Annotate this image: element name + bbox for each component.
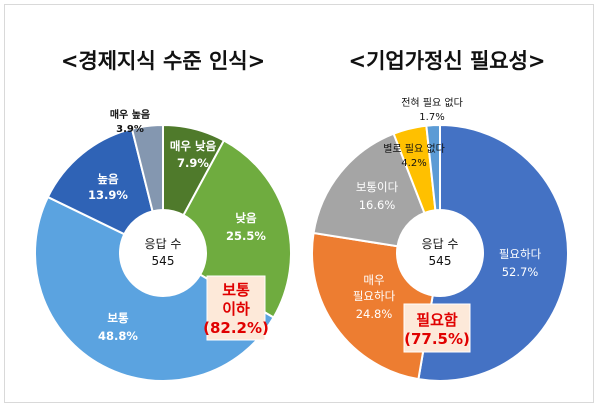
slice-label-medium: 보통	[107, 311, 129, 325]
slice-value-very-needed: 24.8%	[356, 307, 393, 321]
chart-title-entrepreneurship: <기업가정신 필요성>	[348, 49, 545, 73]
slice-label-very-low: 매우 낮음	[170, 139, 217, 153]
slice-value-neutral: 16.6%	[359, 198, 396, 212]
slice-label-needed: 필요하다	[499, 247, 542, 261]
slice-value-not-really-needed: 4.2%	[401, 158, 426, 169]
slice-value-very-low: 7.9%	[177, 156, 209, 170]
slice-value-very-high: 3.9%	[116, 124, 144, 135]
slice-label-very-high: 매우 높음	[110, 108, 150, 121]
center-label-right: 응답 수	[422, 237, 459, 251]
figure-frame	[4, 4, 594, 403]
slice-label-low: 낮음	[235, 211, 257, 225]
callout-value-left: (82.2%)	[203, 319, 269, 337]
center-label-left: 응답 수	[145, 237, 182, 251]
slice-label-not-really-needed: 별로 필요 없다	[383, 142, 445, 155]
slice-value-medium: 48.8%	[98, 329, 138, 343]
callout-value-right: (77.5%)	[404, 330, 470, 348]
slice-label-high: 높음	[97, 172, 119, 186]
chart-title-economic-knowledge: <경제지식 수준 인식>	[61, 49, 265, 73]
slice-value-not-at-all-needed: 1.7%	[419, 112, 444, 123]
donut-hole-right	[397, 210, 483, 296]
callout-box-left	[206, 275, 266, 341]
slice-label-very-needed-1: 매우	[363, 273, 384, 287]
slice-label-very-needed-2: 필요하다	[353, 289, 396, 303]
slice-value-high: 13.9%	[88, 188, 128, 202]
center-value-left: 545	[152, 254, 175, 268]
center-value-right: 545	[429, 254, 452, 268]
callout-box-right	[403, 303, 471, 353]
slice-value-needed: 52.7%	[502, 265, 539, 279]
entrepreneurship-slice-2	[312, 132, 426, 248]
donut-hole-left	[120, 210, 206, 296]
slice-label-not-at-all-needed: 전혀 필요 없다	[401, 96, 463, 109]
callout-line-1-left: 보통	[222, 281, 250, 299]
callout-line-2-left: 이하	[222, 300, 250, 318]
slice-value-low: 25.5%	[226, 229, 266, 243]
slice-label-neutral: 보통이다	[356, 180, 399, 194]
callout-line-1-right: 필요함	[416, 311, 458, 329]
